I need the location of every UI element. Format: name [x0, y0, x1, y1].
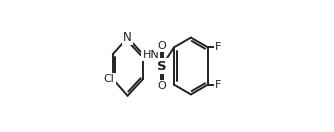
Text: Cl: Cl	[104, 74, 115, 84]
Text: S: S	[157, 60, 167, 72]
Text: O: O	[157, 81, 166, 91]
Text: F: F	[215, 80, 221, 90]
Text: N: N	[123, 31, 132, 44]
Text: HN: HN	[143, 50, 159, 60]
Text: O: O	[157, 41, 166, 51]
Text: F: F	[215, 42, 221, 52]
